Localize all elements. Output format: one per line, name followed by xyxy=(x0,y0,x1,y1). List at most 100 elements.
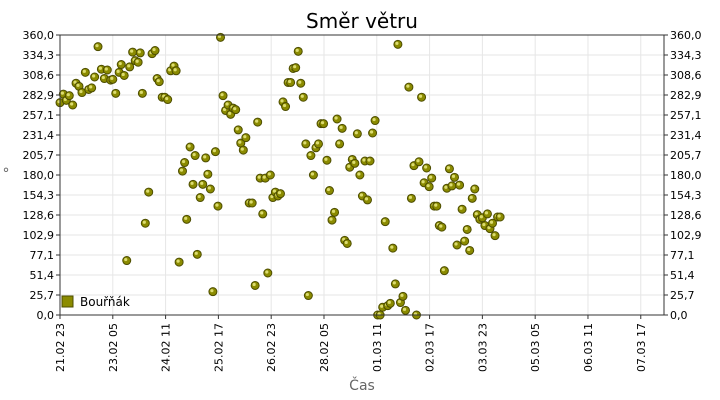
data-point xyxy=(482,209,492,219)
data-point xyxy=(185,142,195,152)
data-point xyxy=(495,212,505,222)
data-point xyxy=(87,83,97,93)
data-point xyxy=(427,173,437,183)
data-point xyxy=(203,169,213,179)
y-tick-label: 102,9 xyxy=(23,229,55,242)
y-tick-label-right: 308,6 xyxy=(670,69,702,82)
data-point xyxy=(385,298,395,308)
data-point xyxy=(350,158,360,168)
y-tick-label-right: 102,9 xyxy=(670,229,702,242)
data-point xyxy=(467,193,477,203)
data-point xyxy=(444,164,454,174)
data-point xyxy=(414,157,424,167)
data-point xyxy=(182,214,192,224)
data-point xyxy=(342,238,352,248)
data-point xyxy=(137,88,147,98)
data-point xyxy=(177,166,187,176)
y-axis-title: ° xyxy=(3,166,10,182)
data-point xyxy=(380,217,390,227)
data-point xyxy=(437,222,447,232)
data-point xyxy=(313,139,323,149)
data-points xyxy=(55,32,505,320)
data-point xyxy=(422,163,432,173)
x-tick-label: 06.03 11 xyxy=(582,323,595,372)
y-tick-label: 77,1 xyxy=(30,249,55,262)
data-point xyxy=(457,204,467,214)
data-point xyxy=(401,305,411,315)
x-tick-label: 26.02 23 xyxy=(265,323,278,372)
data-point xyxy=(355,170,365,180)
data-point xyxy=(150,46,160,56)
y-tick-label-right: 231,4 xyxy=(670,129,702,142)
data-point xyxy=(337,123,347,133)
data-point xyxy=(439,266,449,276)
data-point xyxy=(388,243,398,253)
data-point xyxy=(390,279,400,289)
data-point xyxy=(432,201,442,211)
y-tick-label: 308,6 xyxy=(23,69,55,82)
y-tick-label-right: 334,3 xyxy=(670,49,702,62)
data-point xyxy=(308,170,318,180)
y-tick-label: 334,3 xyxy=(23,49,55,62)
data-point xyxy=(398,291,408,301)
data-point xyxy=(263,268,273,278)
y-tick-label: 282,9 xyxy=(23,89,55,102)
x-tick-label: 05.03 05 xyxy=(529,323,542,372)
legend-swatch xyxy=(61,295,74,308)
x-tick-label: 28.02 05 xyxy=(318,323,331,372)
data-point xyxy=(462,224,472,234)
data-point xyxy=(452,240,462,250)
data-point xyxy=(303,291,313,301)
data-point xyxy=(198,179,208,189)
data-point xyxy=(231,105,241,115)
x-tick-label: 03.03 23 xyxy=(476,323,489,372)
data-point xyxy=(368,128,378,138)
data-point xyxy=(102,65,112,75)
data-point xyxy=(488,218,498,228)
y-axis-right: 0,0 25,7 51,4 77,1 102,9 128,6 154,3 180,0 205,7… xyxy=(664,29,702,322)
legend-label: Bouřňák xyxy=(80,295,130,309)
y-axis-left: 0,0 25,7 51,4 77,1 102,9 128,6 154,3 180,0 205,7… xyxy=(23,29,60,322)
y-tick-label: 360,0 xyxy=(23,29,55,42)
data-point xyxy=(133,57,143,67)
x-tick-label: 02.03 17 xyxy=(424,323,437,372)
x-axis: 21.02 23 23.02 05 24.02 11 25.02 17 26.02 23… xyxy=(54,315,648,372)
data-point xyxy=(218,91,228,101)
data-point xyxy=(291,63,301,73)
data-point xyxy=(298,92,308,102)
data-point xyxy=(460,236,470,246)
data-point xyxy=(208,287,218,297)
data-point xyxy=(241,133,251,143)
data-point xyxy=(201,153,211,163)
x-tick-label: 25.02 17 xyxy=(212,323,225,372)
data-point xyxy=(470,184,480,194)
data-point xyxy=(253,117,263,127)
y-tick-label-right: 360,0 xyxy=(670,29,702,42)
legend: Bouřňák xyxy=(61,295,130,309)
data-point xyxy=(265,170,275,180)
data-point xyxy=(250,280,260,290)
data-point xyxy=(370,116,380,126)
y-tick-label: 51,4 xyxy=(30,269,55,282)
data-point xyxy=(330,207,340,217)
data-point xyxy=(406,193,416,203)
data-point xyxy=(144,187,154,197)
x-tick-label: 24.02 11 xyxy=(160,323,173,372)
data-point xyxy=(210,147,220,157)
data-point xyxy=(64,91,74,101)
data-point xyxy=(68,100,78,110)
data-point xyxy=(247,198,257,208)
y-tick-label: 0,0 xyxy=(37,309,55,322)
plot-frame xyxy=(59,34,665,316)
data-point xyxy=(404,82,414,92)
data-point xyxy=(205,184,215,194)
data-point xyxy=(465,245,475,255)
data-point xyxy=(188,179,198,189)
data-point xyxy=(327,215,337,225)
data-point xyxy=(128,47,138,57)
y-tick-label: 231,4 xyxy=(23,129,55,142)
y-tick-label: 257,1 xyxy=(23,109,55,122)
data-point xyxy=(195,193,205,203)
data-point xyxy=(233,125,243,135)
